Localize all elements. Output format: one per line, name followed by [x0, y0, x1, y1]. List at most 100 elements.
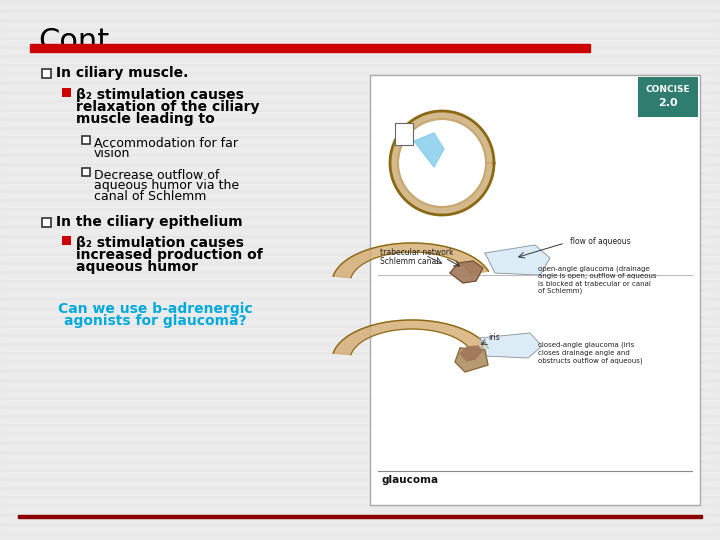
- Bar: [0, 85, 720, 90]
- Text: β₂ stimulation causes: β₂ stimulation causes: [76, 236, 244, 250]
- Bar: [42, 218, 51, 226]
- Bar: [0, 31, 720, 36]
- Bar: [42, 69, 51, 78]
- Bar: [0, 139, 720, 144]
- Text: Accommodation for far: Accommodation for far: [94, 137, 238, 150]
- Text: agonists for glaucoma?: agonists for glaucoma?: [63, 314, 246, 328]
- Polygon shape: [450, 261, 483, 283]
- Bar: [0, 184, 720, 189]
- Polygon shape: [333, 243, 488, 278]
- Text: increased production of: increased production of: [76, 248, 263, 262]
- Bar: [0, 103, 720, 108]
- Bar: [395, 123, 413, 145]
- Bar: [0, 454, 720, 459]
- Bar: [0, 436, 720, 441]
- Bar: [0, 202, 720, 207]
- Bar: [0, 4, 720, 9]
- Bar: [0, 328, 720, 333]
- Bar: [0, 364, 720, 369]
- Bar: [0, 292, 720, 297]
- Bar: [0, 112, 720, 117]
- Text: closed-angle glaucoma (iris
closes drainage angle and
obstructs outflow of aqueo: closed-angle glaucoma (iris closes drain…: [538, 342, 643, 364]
- Bar: [0, 148, 720, 153]
- Bar: [0, 175, 720, 180]
- Polygon shape: [390, 111, 494, 215]
- Bar: [0, 301, 720, 306]
- Bar: [0, 49, 720, 54]
- Bar: [0, 499, 720, 504]
- Bar: [0, 400, 720, 405]
- Text: Cont….: Cont….: [38, 27, 149, 56]
- Text: iris: iris: [488, 333, 500, 342]
- Text: relaxation of the ciliary: relaxation of the ciliary: [76, 100, 259, 114]
- Bar: [0, 337, 720, 342]
- Bar: [0, 283, 720, 288]
- Text: glaucoma: glaucoma: [382, 475, 439, 485]
- Text: CONCISE: CONCISE: [646, 84, 690, 93]
- Bar: [0, 391, 720, 396]
- Bar: [0, 319, 720, 324]
- Bar: [0, 355, 720, 360]
- Bar: [0, 166, 720, 171]
- Bar: [0, 445, 720, 450]
- Text: 2.0: 2.0: [658, 98, 678, 108]
- Text: In the ciliary epithelium: In the ciliary epithelium: [56, 215, 243, 229]
- Bar: [82, 168, 90, 176]
- Bar: [0, 220, 720, 225]
- Text: open-angle glaucoma (drainage
angle is open; outflow of aqueous
is blocked at tr: open-angle glaucoma (drainage angle is o…: [538, 265, 657, 294]
- Bar: [0, 22, 720, 27]
- Text: Can we use b-adrenergic: Can we use b-adrenergic: [58, 302, 252, 316]
- Bar: [0, 508, 720, 513]
- Bar: [18, 515, 702, 518]
- Text: Schlemm canal: Schlemm canal: [380, 257, 438, 266]
- Bar: [0, 157, 720, 162]
- Text: aqueous humor via the: aqueous humor via the: [94, 179, 239, 192]
- Bar: [0, 490, 720, 495]
- Bar: [0, 481, 720, 486]
- Bar: [0, 94, 720, 99]
- Bar: [0, 535, 720, 540]
- Bar: [0, 373, 720, 378]
- Bar: [0, 409, 720, 414]
- Bar: [0, 517, 720, 522]
- Bar: [82, 136, 90, 144]
- Text: β₂ stimulation causes: β₂ stimulation causes: [76, 88, 244, 102]
- Bar: [0, 427, 720, 432]
- Polygon shape: [333, 320, 488, 355]
- Text: flow of aqueous: flow of aqueous: [570, 237, 631, 246]
- Bar: [0, 472, 720, 477]
- Text: aqueous humor: aqueous humor: [76, 260, 198, 274]
- Bar: [0, 256, 720, 261]
- Bar: [0, 238, 720, 243]
- Bar: [0, 310, 720, 315]
- Bar: [0, 67, 720, 72]
- Bar: [0, 13, 720, 18]
- Bar: [62, 235, 71, 245]
- Bar: [0, 274, 720, 279]
- Bar: [0, 193, 720, 198]
- Text: Decrease outflow of: Decrease outflow of: [94, 169, 220, 182]
- Bar: [62, 87, 71, 97]
- Bar: [0, 40, 720, 45]
- Polygon shape: [414, 133, 444, 167]
- Bar: [0, 76, 720, 81]
- Bar: [0, 130, 720, 135]
- Text: canal of Schlemm: canal of Schlemm: [94, 190, 207, 203]
- Bar: [0, 418, 720, 423]
- Bar: [0, 526, 720, 531]
- Bar: [0, 463, 720, 468]
- Bar: [0, 382, 720, 387]
- Bar: [0, 229, 720, 234]
- Polygon shape: [480, 333, 542, 358]
- Bar: [0, 58, 720, 63]
- Bar: [0, 121, 720, 126]
- Polygon shape: [485, 245, 550, 275]
- Text: muscle leading to: muscle leading to: [76, 112, 215, 126]
- Bar: [0, 211, 720, 216]
- Bar: [30, 44, 590, 52]
- Text: In ciliary muscle.: In ciliary muscle.: [56, 66, 189, 80]
- Bar: [0, 247, 720, 252]
- Text: vision: vision: [94, 147, 130, 160]
- Bar: [0, 265, 720, 270]
- Text: trabecular network: trabecular network: [380, 248, 454, 257]
